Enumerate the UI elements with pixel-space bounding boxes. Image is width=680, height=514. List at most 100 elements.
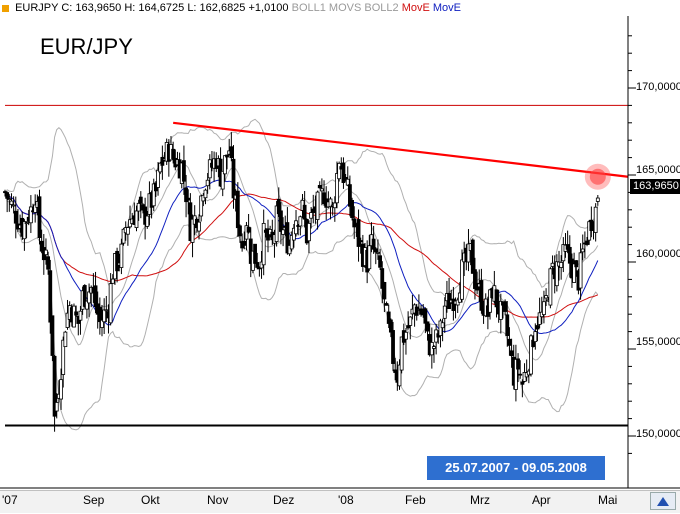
x-tick-label: Sep: [83, 493, 105, 507]
time-axis-bar: [0, 490, 680, 513]
candle-body: [328, 198, 333, 208]
candle-body: [220, 170, 225, 190]
candle-body: [335, 173, 339, 204]
candle-body: [302, 204, 307, 220]
candle-body: [341, 162, 346, 183]
candle-body: [494, 289, 499, 308]
candle-body: [529, 335, 533, 375]
candle-body: [488, 289, 492, 313]
chart-menu-icon[interactable]: [2, 4, 9, 12]
candle-body: [108, 283, 113, 324]
candle-body: [520, 381, 525, 385]
legend-indicator-boll1[interactable]: BOLL1: [291, 2, 326, 14]
candle-body: [388, 319, 393, 333]
candle-body: [322, 192, 326, 205]
candle-body: [404, 331, 408, 340]
highlight-dot: [589, 168, 606, 185]
candle-body: [371, 238, 376, 250]
candle-body: [574, 260, 579, 268]
drawing-lines: [5, 104, 629, 427]
candle-body: [505, 314, 510, 337]
candle-body: [82, 285, 87, 307]
candle-body: [253, 243, 257, 264]
candle-body: [261, 222, 266, 266]
candle-body: [186, 197, 191, 201]
candle-body: [386, 311, 391, 324]
candle-body: [54, 402, 59, 412]
candle-body: [503, 301, 508, 312]
candle-body: [197, 221, 201, 232]
candle-body: [78, 310, 83, 321]
candle-body: [572, 263, 577, 283]
candle-body: [419, 308, 423, 315]
candle-body: [225, 154, 229, 158]
candle-body: [451, 298, 456, 311]
scroll-nav-button[interactable]: [650, 492, 676, 510]
candle-body: [119, 243, 124, 268]
candle-body: [350, 199, 354, 218]
candle-body: [298, 216, 303, 227]
candle-body: [397, 364, 402, 387]
candle-body: [535, 325, 540, 330]
candle-body: [578, 252, 583, 289]
candle-body: [61, 339, 66, 375]
candle-body: [136, 202, 141, 212]
candle-body: [356, 219, 361, 247]
candle-body: [97, 307, 102, 323]
candle-body: [384, 303, 389, 306]
candle-body: [378, 255, 382, 268]
candle-body: [376, 251, 380, 254]
candle-body: [466, 243, 471, 263]
candle-body: [414, 306, 419, 316]
x-tick-label: Okt: [141, 493, 160, 507]
candle-body: [110, 278, 115, 284]
candle-body: [425, 321, 430, 332]
candle-body: [171, 148, 176, 160]
candle-body: [33, 204, 38, 213]
candle-body: [13, 210, 18, 224]
candle-body: [39, 240, 44, 252]
candle-body: [287, 245, 292, 255]
candle-body: [274, 205, 279, 242]
legend-indicator-movs[interactable]: MOVS: [328, 2, 362, 14]
y-tick-label: 160,0000: [636, 248, 680, 260]
candle-body: [100, 319, 104, 328]
candle-body: [50, 315, 55, 356]
candle-body: [337, 162, 342, 180]
y-tick-label: 170,0000: [636, 81, 680, 93]
candle-body: [190, 218, 195, 243]
candle-body: [315, 191, 320, 220]
candle-body: [242, 240, 247, 246]
x-tick-label: '08: [338, 493, 354, 507]
candle-body: [498, 300, 503, 320]
candle-body: [125, 227, 130, 235]
candle-body: [514, 358, 518, 390]
candle-body: [115, 250, 119, 272]
legend-indicator-boll2[interactable]: BOLL2: [364, 2, 399, 14]
candle-body: [205, 179, 210, 187]
candle-body: [442, 305, 447, 319]
legend-indicator-move-blue[interactable]: MovE: [432, 2, 462, 14]
legend-symbol: EURJPY: [15, 2, 59, 14]
candle-body: [281, 229, 285, 235]
candle-body: [593, 206, 598, 233]
candle-body: [85, 300, 89, 310]
x-tick-label: Feb: [405, 493, 426, 507]
chart-legend: EURJPY C: 163,9650 H: 164,6725 L: 162,68…: [2, 2, 461, 14]
candle-body: [309, 212, 314, 219]
candle-body: [279, 210, 283, 232]
candle-body: [307, 222, 311, 242]
candle-body: [199, 195, 204, 217]
candle-body: [235, 190, 240, 229]
candle-body: [246, 226, 251, 233]
candle-body: [231, 158, 236, 199]
candle-body: [531, 339, 536, 347]
x-tick-label: Mrz: [470, 493, 490, 507]
x-tick-label: Mai: [598, 493, 618, 507]
candle-body: [11, 204, 16, 207]
legend-indicator-move-red[interactable]: MovE: [401, 2, 430, 14]
candle-body: [104, 309, 109, 312]
candle-body: [589, 219, 594, 231]
candle-body: [345, 178, 350, 186]
